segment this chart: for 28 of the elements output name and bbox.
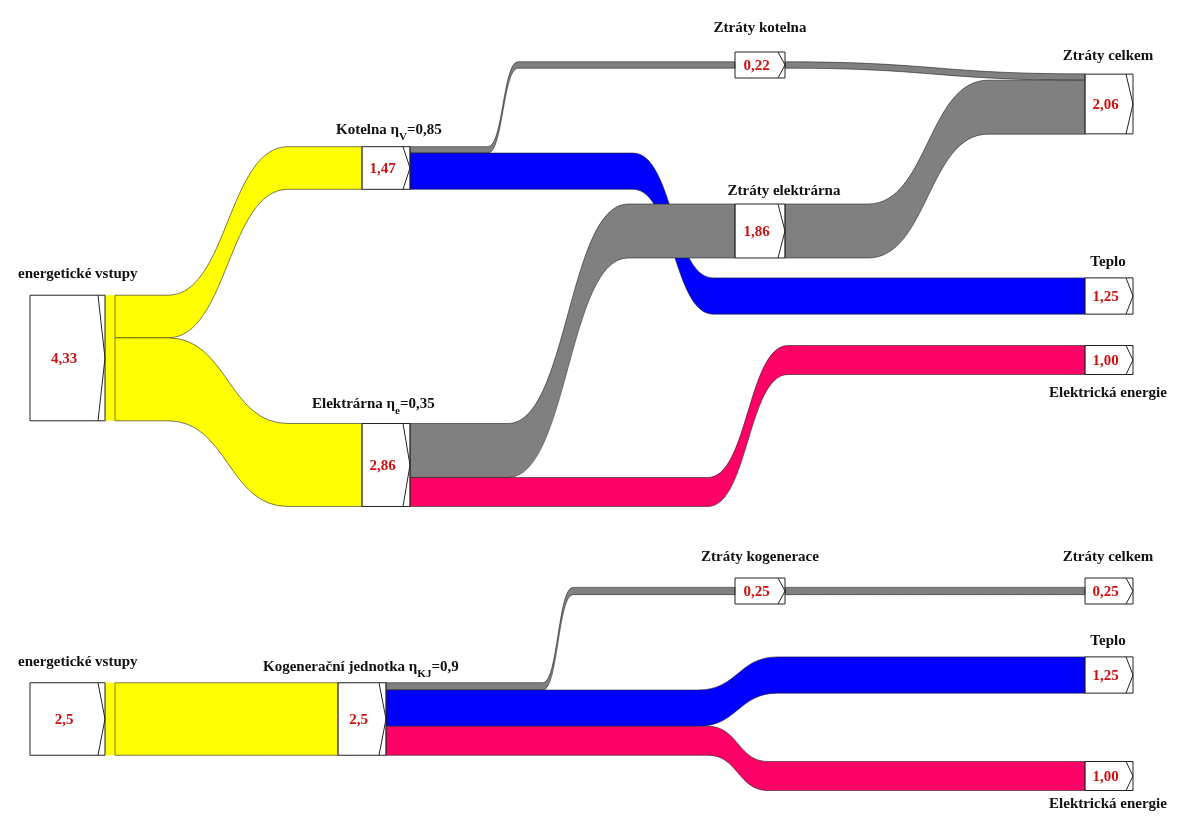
category-label: Ztráty celkem	[1062, 548, 1154, 564]
data-label: 1,00	[1092, 768, 1119, 784]
data-label: 0,25	[743, 583, 770, 599]
category-label: Kotelna η$_{V}$=0,85	[336, 121, 442, 142]
category-label: Elektrická energie	[1049, 384, 1168, 400]
category-label: Kogenerační jednotka η$_{KJ}$=0,9	[263, 658, 459, 679]
data-label: 0,22	[743, 57, 770, 73]
category-label: Ztráty kogenerace	[701, 548, 820, 564]
category-label: Elektrárna η$_{e}$=0,35	[312, 395, 435, 416]
data-label: 1,47	[369, 160, 397, 176]
data-label: 4,33	[50, 350, 78, 366]
data-label: 2,06	[1092, 96, 1120, 112]
category-label: Elektrická energie	[1049, 795, 1168, 811]
category-label: Ztráty kotelna	[713, 19, 807, 35]
data-label: 1,86	[743, 223, 771, 239]
data-label: 1,25	[1092, 288, 1119, 304]
category-label: energetické vstupy	[18, 653, 139, 669]
data-label: 2,5	[54, 711, 74, 727]
category-label: energetické vstupy	[18, 265, 139, 281]
data-label: 1,25	[1092, 667, 1119, 683]
category-label: Ztráty celkem	[1062, 47, 1154, 63]
data-label: 1,00	[1092, 352, 1119, 368]
category-label: Ztráty elektrárna	[727, 182, 841, 198]
data-label: 0,25	[1092, 583, 1119, 599]
data-label: 2,5	[349, 711, 368, 727]
category-label: Teplo	[1090, 632, 1126, 648]
category-label: Teplo	[1090, 253, 1126, 269]
data-label: 2,86	[369, 457, 397, 473]
